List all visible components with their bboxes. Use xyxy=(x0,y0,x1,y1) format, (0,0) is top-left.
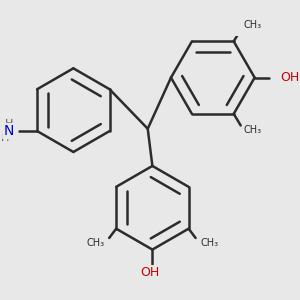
Text: OH: OH xyxy=(140,266,160,279)
Text: OH: OH xyxy=(280,71,299,84)
Text: CH₃: CH₃ xyxy=(243,125,261,135)
Text: N: N xyxy=(4,124,14,138)
Text: CH₃: CH₃ xyxy=(200,238,218,248)
Text: H: H xyxy=(5,119,14,129)
Text: H: H xyxy=(0,133,9,143)
Text: CH₃: CH₃ xyxy=(86,238,104,248)
Text: CH₃: CH₃ xyxy=(243,20,261,30)
